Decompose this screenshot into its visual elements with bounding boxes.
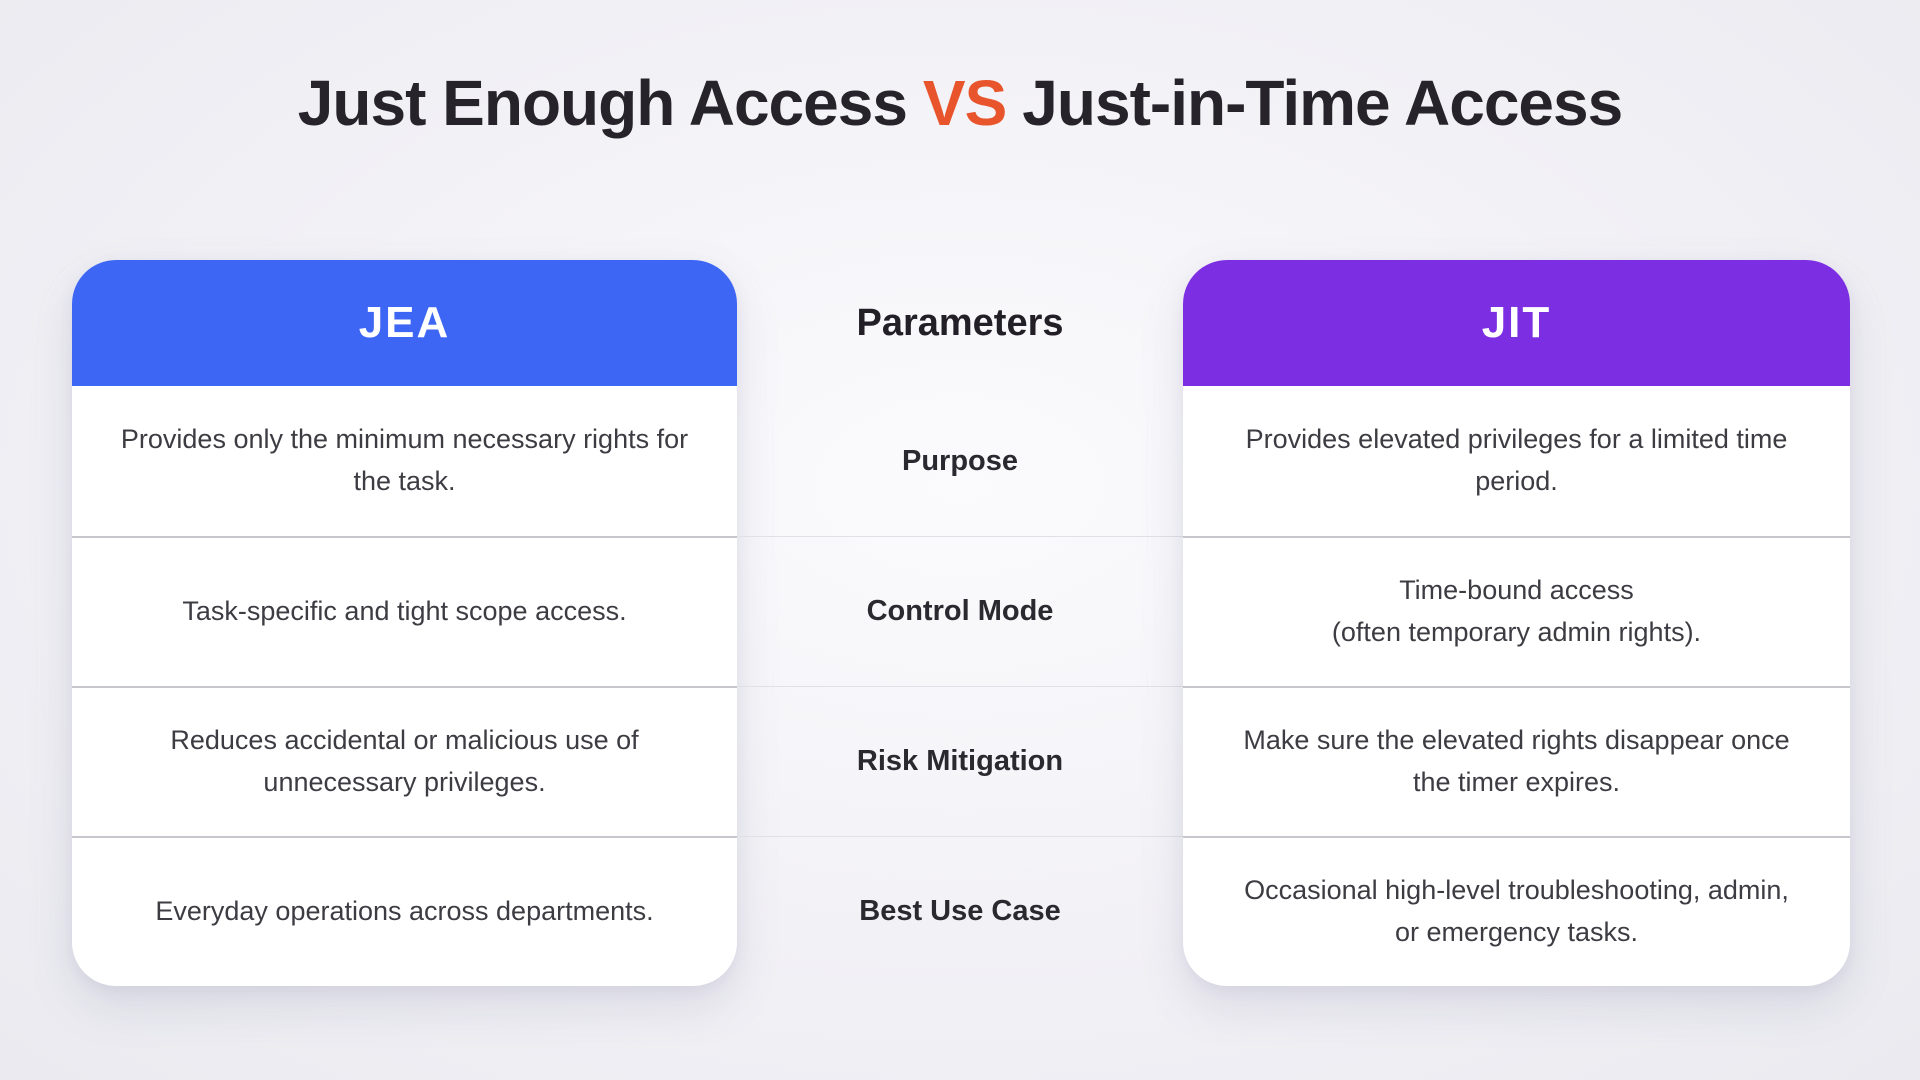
parameters-column: Parameters Purpose Control Mode Risk Mit… [737,260,1183,986]
jea-card-header: JEA [72,260,737,386]
jit-cell-control-mode: Time-bound access (often temporary admin… [1183,536,1850,686]
parameter-label-risk-mitigation: Risk Mitigation [737,686,1183,836]
jit-card: JIT Provides elevated privileges for a l… [1183,260,1850,986]
comparison-table: JEA Provides only the minimum necessary … [72,260,1850,986]
jea-cell-control-mode: Task-specific and tight scope access. [72,536,737,686]
jit-cell-purpose: Provides elevated privileges for a limit… [1245,424,1788,496]
jea-card: JEA Provides only the minimum necessary … [72,260,737,986]
jea-cell-purpose: Provides only the minimum necessary righ… [120,424,689,496]
title-part-1: Just Enough Access [297,67,908,139]
title-vs-accent: VS [922,67,1007,139]
jit-cell-best-use-case: Occasional high-level troubleshooting, a… [1183,836,1850,986]
jit-header-label: JIT [1481,298,1552,347]
parameter-label-best-use-case: Best Use Case [737,836,1183,986]
parameters-heading: Parameters [856,301,1064,344]
parameter-label-control-mode: Control Mode [737,536,1183,686]
jit-card-header: JIT [1183,260,1850,386]
title-part-2: Just-in-Time Access [1022,67,1623,139]
page-title: Just Enough Access VS Just-in-Time Access [0,66,1920,140]
jea-header-label: JEA [358,298,451,347]
jit-cell-risk-mitigation: Make sure the elevated rights disappear … [1183,686,1850,836]
parameter-label-purpose: Purpose [901,444,1019,477]
jea-cell-risk-mitigation: Reduces accidental or malicious use of u… [72,686,737,836]
jea-cell-best-use-case: Everyday operations across departments. [72,836,737,986]
